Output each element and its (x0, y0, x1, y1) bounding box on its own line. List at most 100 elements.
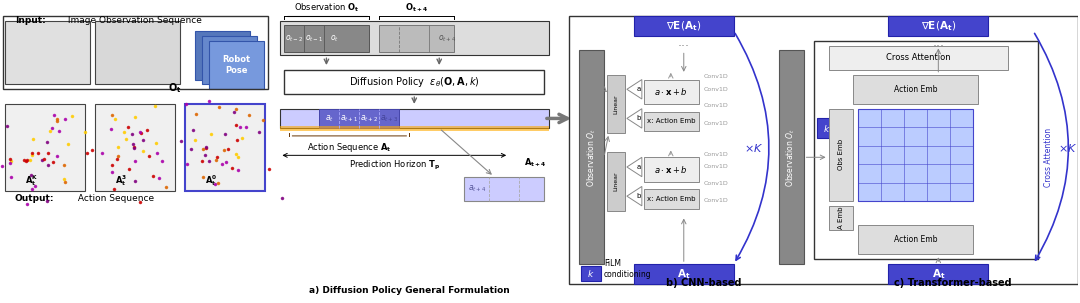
FancyBboxPatch shape (816, 118, 837, 138)
FancyBboxPatch shape (889, 16, 988, 36)
Text: $o_t$: $o_t$ (329, 34, 339, 44)
Text: Output:: Output: (15, 194, 54, 203)
Text: Linear: Linear (613, 172, 619, 191)
FancyBboxPatch shape (464, 177, 544, 201)
FancyBboxPatch shape (828, 45, 1009, 70)
Polygon shape (626, 157, 642, 177)
Text: a: a (637, 164, 642, 170)
Text: $\mathbf{A_t^3}$: $\mathbf{A_t^3}$ (114, 174, 127, 188)
Text: Robot
Pose: Robot Pose (222, 55, 251, 75)
Text: $k$: $k$ (588, 268, 595, 279)
Text: $a \cdot \mathbf{x} + b$: $a \cdot \mathbf{x} + b$ (654, 86, 688, 97)
Polygon shape (626, 109, 642, 128)
Text: Cross Attention: Cross Attention (1043, 128, 1053, 187)
Text: a) Diffusion Policy General Formulation: a) Diffusion Policy General Formulation (309, 286, 510, 295)
FancyBboxPatch shape (853, 75, 978, 104)
Text: Obs Emb: Obs Emb (838, 139, 843, 170)
Text: $\mathbf{A_t^0}$: $\mathbf{A_t^0}$ (204, 174, 217, 188)
FancyBboxPatch shape (644, 112, 699, 131)
Text: $o_{t-1}$: $o_{t-1}$ (306, 34, 324, 44)
FancyBboxPatch shape (607, 75, 625, 133)
Text: $\nabla \mathbf{E}(\mathbf{A_t})$: $\nabla \mathbf{E}(\mathbf{A_t})$ (921, 19, 956, 33)
Text: $a_{t+1}$: $a_{t+1}$ (340, 113, 359, 124)
Text: ...: ... (932, 36, 944, 49)
Text: Conv1D: Conv1D (704, 198, 729, 204)
Text: Conv1D: Conv1D (704, 74, 729, 79)
Text: A Emb: A Emb (838, 207, 843, 229)
Text: $a_{t+3}$: $a_{t+3}$ (380, 113, 399, 124)
Text: Prediction Horizon $\mathbf{T_p}$: Prediction Horizon $\mathbf{T_p}$ (349, 159, 440, 172)
Text: b) CNN-based: b) CNN-based (666, 278, 742, 288)
FancyBboxPatch shape (813, 41, 1038, 259)
Text: $a_t$: $a_t$ (325, 113, 334, 124)
Text: Conv1D: Conv1D (704, 165, 729, 169)
Text: Action Emb: Action Emb (894, 235, 937, 244)
FancyBboxPatch shape (828, 206, 853, 230)
Text: a: a (637, 86, 642, 92)
Text: Input:: Input: (15, 16, 45, 25)
Text: x: Action Emb: x: Action Emb (647, 196, 696, 202)
FancyBboxPatch shape (5, 104, 85, 191)
Text: Action Emb: Action Emb (894, 85, 937, 94)
FancyBboxPatch shape (95, 21, 179, 85)
Text: b: b (637, 115, 642, 122)
Text: $\mathbf{O_{t+4}}$: $\mathbf{O_{t+4}}$ (405, 1, 428, 14)
Polygon shape (626, 186, 642, 206)
Text: $\mathbf{A_t}$: $\mathbf{A_t}$ (677, 267, 690, 281)
Text: $k$: $k$ (823, 123, 831, 134)
Text: ...: ... (678, 36, 690, 49)
FancyBboxPatch shape (644, 157, 699, 181)
Text: Conv1D: Conv1D (704, 103, 729, 108)
FancyBboxPatch shape (5, 21, 90, 85)
FancyBboxPatch shape (194, 31, 249, 80)
FancyBboxPatch shape (634, 16, 733, 36)
Text: Conv1D: Conv1D (704, 181, 729, 186)
Text: Linear: Linear (613, 94, 619, 114)
Text: $\mathbf{A_t}$: $\mathbf{A_t}$ (932, 267, 945, 281)
Polygon shape (626, 80, 642, 99)
Text: Cross Attention: Cross Attention (886, 53, 950, 62)
Text: Conv1D: Conv1D (704, 87, 729, 92)
FancyBboxPatch shape (280, 109, 549, 128)
Text: $o_{t-2}$: $o_{t-2}$ (285, 34, 303, 44)
FancyBboxPatch shape (634, 264, 733, 284)
FancyBboxPatch shape (644, 80, 699, 104)
FancyBboxPatch shape (185, 104, 265, 191)
Text: Observation $\mathbf{O_t}$: Observation $\mathbf{O_t}$ (294, 1, 360, 14)
FancyBboxPatch shape (280, 21, 549, 55)
FancyBboxPatch shape (202, 36, 257, 85)
Text: $a \cdot \mathbf{x} + b$: $a \cdot \mathbf{x} + b$ (654, 164, 688, 175)
Text: FiLM
conditioning: FiLM conditioning (604, 259, 651, 279)
FancyBboxPatch shape (284, 25, 369, 52)
FancyBboxPatch shape (859, 109, 973, 201)
Text: b: b (637, 193, 642, 199)
Text: $\nabla \mathbf{E}(\mathbf{A_t})$: $\nabla \mathbf{E}(\mathbf{A_t})$ (666, 19, 701, 33)
Text: Conv1D: Conv1D (704, 121, 729, 126)
Text: Action Sequence: Action Sequence (75, 194, 154, 203)
FancyBboxPatch shape (828, 109, 853, 201)
Text: $\mathbf{A_{t+4}}$: $\mathbf{A_{t+4}}$ (524, 156, 546, 169)
FancyBboxPatch shape (320, 109, 400, 128)
Text: Diffusion Policy  $\varepsilon_\theta(\mathbf{O}, \mathbf{A}, k)$: Diffusion Policy $\varepsilon_\theta(\ma… (349, 75, 480, 89)
Text: Image Observation Sequence: Image Observation Sequence (65, 16, 202, 25)
Text: $\times K$: $\times K$ (744, 142, 764, 154)
Text: x: Action Emb: x: Action Emb (647, 118, 696, 124)
Text: $a_{t+4}$: $a_{t+4}$ (468, 184, 486, 194)
Text: Observation $O_t$: Observation $O_t$ (785, 128, 797, 187)
FancyBboxPatch shape (284, 70, 544, 94)
FancyBboxPatch shape (607, 152, 625, 211)
FancyBboxPatch shape (569, 16, 1078, 284)
FancyBboxPatch shape (889, 264, 988, 284)
FancyBboxPatch shape (779, 50, 804, 264)
FancyBboxPatch shape (208, 41, 264, 89)
Text: $\mathbf{O_t}$: $\mathbf{O_t}$ (168, 82, 181, 95)
FancyBboxPatch shape (280, 126, 549, 131)
FancyBboxPatch shape (379, 25, 455, 52)
FancyBboxPatch shape (644, 189, 699, 209)
Text: $\times K$: $\times K$ (1058, 142, 1078, 154)
FancyBboxPatch shape (581, 266, 600, 281)
Text: Action Sequence $\mathbf{A_t}$: Action Sequence $\mathbf{A_t}$ (307, 141, 392, 154)
Text: Observation $O_t$: Observation $O_t$ (585, 128, 597, 187)
Text: Conv1D: Conv1D (704, 152, 729, 157)
FancyBboxPatch shape (859, 225, 973, 255)
